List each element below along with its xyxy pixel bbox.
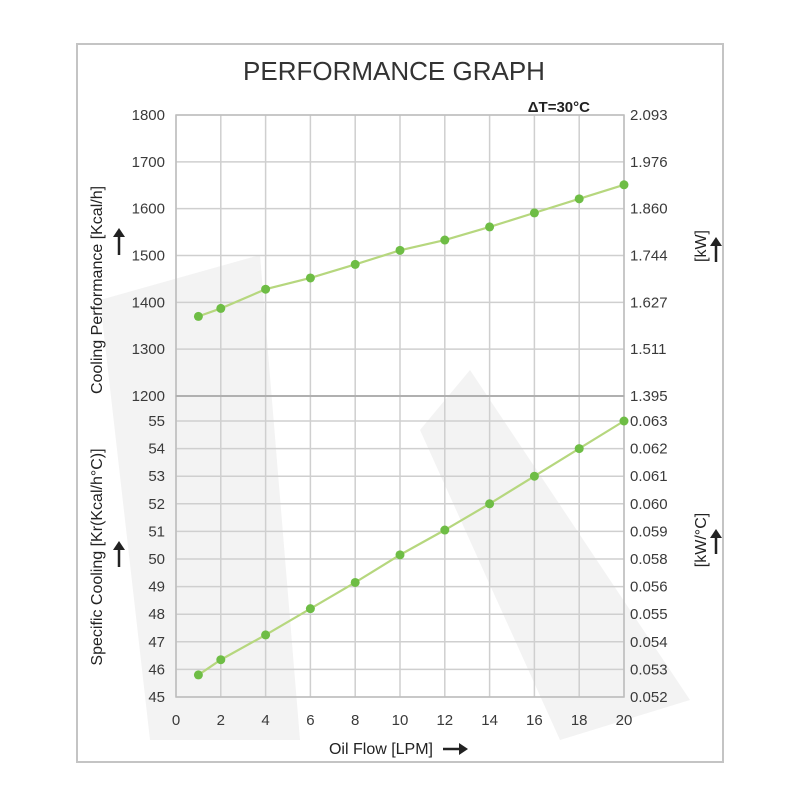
data-point (305, 273, 315, 283)
y-right-tick-label: 0.055 (630, 606, 668, 623)
y-tick-label: 1300 (132, 341, 165, 358)
x-tick-label: 20 (616, 712, 633, 729)
y-tick-label: 1800 (132, 107, 165, 124)
data-point (529, 471, 539, 481)
data-point (305, 604, 315, 614)
y-tick-label: 1500 (132, 248, 165, 265)
watermark-shape-right (420, 370, 690, 740)
y-right-tick-label: 0.059 (630, 523, 668, 540)
y-right-tick-label: 0.056 (630, 579, 668, 596)
data-point (193, 311, 203, 321)
x-axis-label: Oil Flow [LPM] (329, 741, 433, 758)
x-tick-label: 14 (481, 712, 498, 729)
y-tick-label: 1600 (132, 201, 165, 218)
watermark (100, 255, 690, 740)
x-tick-label: 6 (306, 712, 314, 729)
y-right-tick-label: 0.061 (630, 468, 668, 485)
y-tick-label: 55 (148, 413, 165, 430)
data-point (216, 303, 226, 313)
bottom-right-tick-labels: 0.063 0.062 0.061 0.060 0.059 0.058 0.056 0.055… (630, 413, 668, 706)
chart-frame (76, 43, 724, 763)
bottom-left-tick-labels: 55 54 53 52 51 50 49 48 47 46 45 (148, 413, 165, 706)
data-point (619, 180, 629, 190)
top-y-arrow-icon (113, 228, 125, 255)
specific-cooling-series (193, 416, 629, 680)
bottom-right-arrow-icon (710, 529, 722, 554)
y-right-tick-label: 2.093 (630, 107, 668, 124)
x-tick-label: 2 (217, 712, 225, 729)
y-tick-label: 53 (148, 468, 165, 485)
x-tick-labels: 0 2 4 6 8 10 12 14 16 18 20 (172, 712, 633, 729)
y-tick-label: 1700 (132, 154, 165, 171)
x-tick-label: 8 (351, 712, 359, 729)
y-right-tick-label: 1.976 (630, 154, 668, 171)
y-right-tick-label: 1.744 (630, 248, 668, 265)
data-point (574, 444, 584, 454)
data-point (395, 550, 405, 560)
chart-title: PERFORMANCE GRAPH (243, 56, 545, 86)
y-right-tick-label: 1.860 (630, 201, 668, 218)
cooling-performance-series (193, 180, 629, 321)
data-point (529, 208, 539, 218)
y-tick-label: 45 (148, 689, 165, 706)
x-tick-label: 0 (172, 712, 180, 729)
y-right-tick-label: 0.063 (630, 413, 668, 430)
top-right-axis-label: [kW] (693, 230, 710, 262)
y-right-tick-label: 0.058 (630, 551, 668, 568)
y-tick-label: 51 (148, 523, 165, 540)
y-right-tick-label: 1.511 (630, 341, 666, 358)
y-tick-label: 1200 (132, 388, 165, 405)
bottom-y-axis-label: Specific Cooling [Kr(Kcal/h°C)] (89, 448, 106, 665)
bottom-right-axis-label: [kW/°C] (693, 513, 710, 567)
x-tick-label: 4 (261, 712, 269, 729)
y-tick-label: 1400 (132, 294, 165, 311)
data-point (350, 259, 360, 269)
data-point (350, 577, 360, 587)
data-point (574, 194, 584, 204)
y-tick-label: 49 (148, 579, 165, 596)
bottom-y-arrow-icon (113, 541, 125, 567)
data-point (440, 525, 450, 535)
y-right-tick-label: 1.627 (630, 294, 668, 311)
y-tick-label: 54 (148, 441, 165, 458)
y-right-tick-label: 0.052 (630, 689, 668, 706)
y-tick-label: 48 (148, 606, 165, 623)
data-point (619, 416, 629, 426)
top-y-axis-label: Cooling Performance [Kcal/h] (89, 186, 106, 394)
y-right-tick-label: 0.054 (630, 634, 668, 651)
data-point (485, 222, 495, 232)
y-right-tick-label: 0.053 (630, 661, 668, 678)
x-tick-label: 16 (526, 712, 543, 729)
y-tick-label: 46 (148, 661, 165, 678)
y-right-tick-label: 0.060 (630, 496, 668, 513)
y-right-tick-label: 0.062 (630, 441, 668, 458)
y-tick-label: 47 (148, 634, 165, 651)
data-point (440, 235, 450, 245)
top-right-tick-labels: 2.093 1.976 1.860 1.744 1.627 1.511 1.395 (630, 107, 668, 405)
y-right-tick-label: 1.395 (630, 388, 668, 405)
data-point (261, 284, 271, 294)
data-point (193, 670, 203, 680)
data-point (261, 630, 271, 640)
data-point (216, 655, 226, 665)
x-tick-label: 18 (571, 712, 588, 729)
delta-t-label: ΔT=30°C (528, 99, 590, 116)
top-left-tick-labels: 1800 1700 1600 1500 1400 1300 1200 (132, 107, 165, 405)
top-right-arrow-icon (710, 237, 722, 262)
x-tick-label: 12 (436, 712, 453, 729)
data-point (485, 499, 495, 509)
watermark-shape-left (100, 255, 300, 740)
y-tick-label: 52 (148, 496, 165, 513)
x-tick-label: 10 (392, 712, 409, 729)
x-axis-arrow-icon (443, 743, 468, 755)
y-tick-label: 50 (148, 551, 165, 568)
data-point (395, 245, 405, 255)
